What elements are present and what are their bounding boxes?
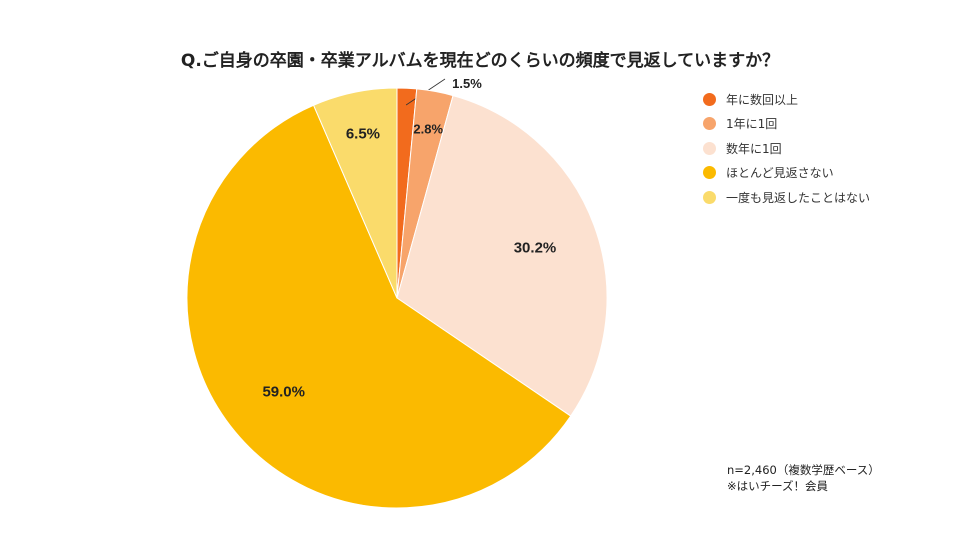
legend-label: 数年に1回 — [726, 141, 782, 156]
chart-title: Q.ご自身の卒園・卒業アルバムを現在どのくらいの頻度で見返していますか？ — [180, 51, 780, 71]
legend-item-1: 1年に1回 — [703, 112, 870, 137]
data-label-4: 6.5% — [346, 125, 380, 142]
legend-swatch — [703, 166, 716, 180]
legend-item-3: ほとんど見返さない — [703, 161, 870, 186]
member-note: ※はいチーズ！会員 — [727, 479, 829, 493]
footnote: n=2,460（複数学歴ベース） ※はいチーズ！会員 — [727, 462, 880, 494]
legend: 年に数回以上 1年に1回数年に1回ほとんど見返さない一度も見返したことはない — [703, 87, 870, 210]
sample-size-note: n=2,460（複数学歴ベース） — [727, 463, 880, 477]
legend-label: 年に数回以上 — [726, 92, 799, 107]
pie-slice-3 — [186, 104, 572, 509]
data-label-2: 30.2% — [514, 239, 557, 256]
legend-label: 1年に1回 — [726, 117, 778, 132]
legend-item-2: 数年に1回 — [703, 136, 870, 161]
legend-swatch — [703, 141, 716, 155]
legend-swatch — [703, 117, 716, 131]
pie-slice-4 — [312, 87, 398, 299]
pie-slice-2 — [396, 95, 608, 417]
data-label-1: 2.8% — [413, 122, 443, 137]
legend-label: 一度も見返したことはない — [726, 190, 871, 205]
legend-label: ほとんど見返さない — [726, 166, 834, 181]
legend-swatch — [703, 92, 716, 106]
legend-item-0: 年に数回以上 — [703, 87, 870, 112]
legend-swatch — [703, 190, 716, 204]
data-label-0: 1.5% — [452, 76, 482, 91]
data-label-3: 59.0% — [262, 384, 305, 401]
legend-item-4: 一度も見返したことはない — [703, 185, 870, 210]
